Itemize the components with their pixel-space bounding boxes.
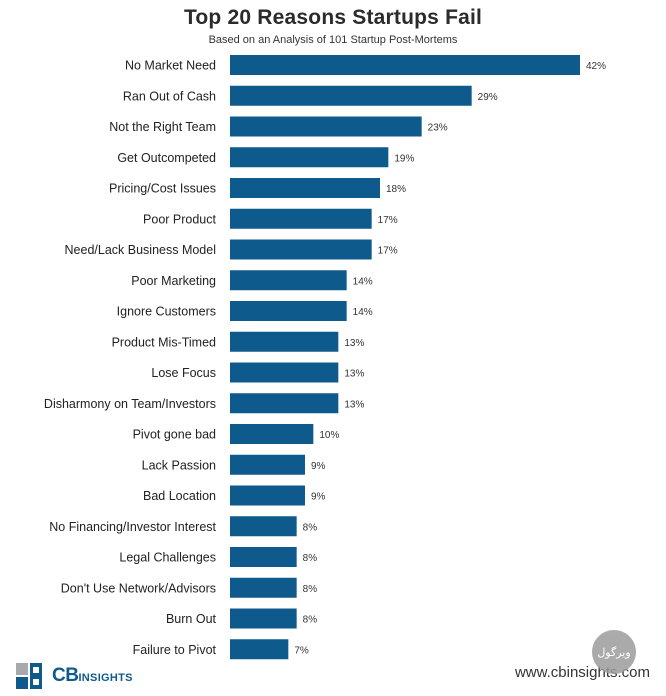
category-label: Poor Product	[143, 212, 216, 226]
cb-insights-logo: CBINSIGHTS	[16, 662, 133, 690]
category-label: Don't Use Network/Advisors	[61, 581, 216, 595]
category-label: Not the Right Team	[109, 120, 216, 134]
bar	[230, 85, 472, 106]
watermark-text: ویرگول	[597, 646, 631, 659]
logo-insights: INSIGHTS	[78, 672, 133, 684]
bar	[230, 147, 389, 168]
value-label: 8%	[303, 553, 318, 564]
bar	[230, 608, 297, 629]
value-label: 17%	[378, 215, 398, 226]
value-label: 7%	[294, 645, 309, 656]
value-label: 18%	[386, 184, 406, 195]
value-label: 8%	[303, 615, 318, 626]
category-label: Get Outcompeted	[117, 151, 216, 165]
bar	[230, 239, 372, 260]
bar	[230, 301, 347, 321]
chart-title: Top 20 Reasons Startups Fail	[183, 6, 483, 29]
value-label: 42%	[586, 61, 606, 72]
category-label: Lack Passion	[142, 458, 216, 472]
bar	[230, 331, 339, 352]
bar	[230, 547, 297, 567]
category-label: Bad Location	[143, 489, 216, 503]
value-label: 29%	[478, 92, 498, 103]
bar	[230, 454, 305, 475]
chart-subtitle: Based on an Analysis of 101 Startup Post…	[208, 34, 458, 46]
bar	[230, 424, 314, 444]
category-label: Need/Lack Business Model	[65, 243, 216, 257]
bar	[230, 393, 339, 414]
bar	[230, 178, 380, 198]
value-label: 13%	[344, 399, 364, 410]
value-label: 14%	[353, 276, 373, 287]
watermark-badge: ویرگول	[592, 630, 636, 674]
value-label: 10%	[319, 430, 339, 441]
cb-logo-icon	[16, 663, 42, 689]
category-label: Pivot gone bad	[133, 428, 216, 442]
category-label: Failure to Pivot	[133, 643, 217, 657]
value-label: 9%	[311, 492, 326, 503]
value-label: 8%	[303, 584, 318, 595]
value-label: 14%	[353, 307, 373, 318]
category-label: Burn Out	[166, 612, 217, 626]
value-label: 9%	[311, 461, 326, 472]
category-label: Legal Challenges	[119, 551, 216, 565]
category-label: Poor Marketing	[131, 274, 216, 288]
logo-text: CBINSIGHTS	[52, 665, 133, 687]
value-label: 13%	[344, 369, 364, 380]
bar	[230, 116, 422, 137]
bar	[230, 362, 339, 383]
bar	[230, 485, 305, 506]
logo-cb: CB	[52, 665, 79, 686]
value-label: 13%	[344, 338, 364, 349]
value-label: 19%	[394, 153, 414, 164]
bar	[230, 516, 297, 537]
bar	[230, 577, 297, 598]
category-label: No Market Need	[125, 59, 216, 73]
category-label: Ignore Customers	[117, 305, 216, 319]
bar-chart: No Market Need 42% Ran Out of Cash 29% Not t…	[44, 55, 606, 660]
category-label: Pricing/Cost Issues	[109, 182, 216, 196]
bar	[230, 55, 580, 75]
value-label: 8%	[303, 522, 318, 533]
bar	[230, 639, 289, 660]
value-label: 17%	[378, 246, 398, 257]
category-label: Lose Focus	[151, 366, 216, 380]
value-label: 23%	[428, 123, 448, 134]
category-label: Product Mis-Timed	[112, 335, 216, 349]
category-label: No Financing/Investor Interest	[49, 520, 216, 534]
bar	[230, 270, 347, 291]
bar	[230, 208, 372, 229]
category-label: Disharmony on Team/Investors	[44, 397, 216, 411]
category-label: Ran Out of Cash	[123, 89, 216, 103]
